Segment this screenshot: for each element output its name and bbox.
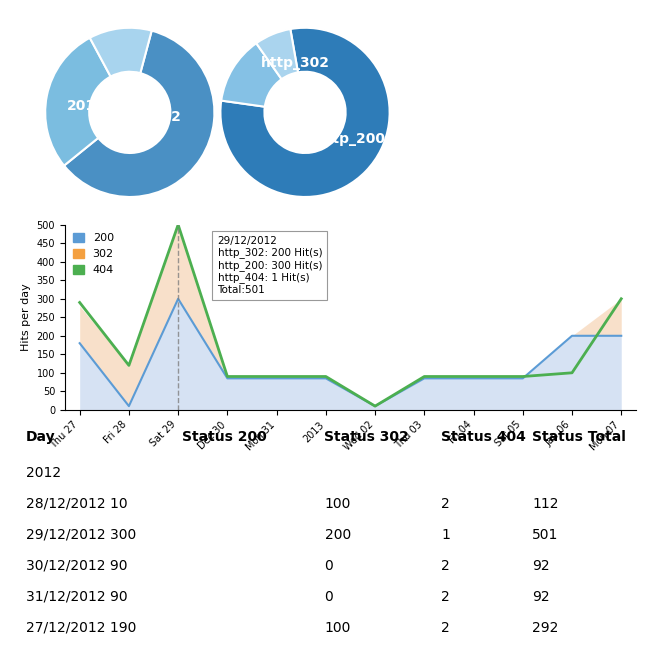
Text: Day: Day — [26, 430, 56, 444]
Y-axis label: Hits per day: Hits per day — [21, 284, 31, 351]
Legend: 200, 302, 404: 200, 302, 404 — [71, 230, 116, 277]
Text: 2: 2 — [441, 497, 450, 511]
Text: Status 404: Status 404 — [441, 430, 526, 444]
Text: Status 200: Status 200 — [182, 430, 267, 444]
Text: Status Total: Status Total — [532, 430, 626, 444]
Text: 100: 100 — [324, 621, 351, 635]
Text: 30/12/2012 90: 30/12/2012 90 — [26, 559, 127, 572]
Text: 31/12/2012 90: 31/12/2012 90 — [26, 590, 128, 603]
Text: 28/12/2012 10: 28/12/2012 10 — [26, 497, 128, 511]
Text: 92: 92 — [532, 559, 550, 572]
Text: 1: 1 — [441, 527, 450, 542]
Text: 501: 501 — [532, 527, 559, 542]
Text: 292: 292 — [532, 621, 559, 635]
Text: 2: 2 — [441, 621, 450, 635]
Text: 200: 200 — [324, 527, 350, 542]
Text: 100: 100 — [324, 497, 351, 511]
Text: http_200: http_200 — [317, 132, 386, 147]
Wedge shape — [64, 30, 214, 197]
Text: 0: 0 — [324, 559, 333, 572]
Wedge shape — [90, 28, 152, 77]
Text: 2: 2 — [441, 590, 450, 603]
Wedge shape — [45, 38, 110, 166]
Text: 2012: 2012 — [143, 110, 181, 124]
Text: 27/12/2012 190: 27/12/2012 190 — [26, 621, 136, 635]
Text: 112: 112 — [532, 497, 559, 511]
Text: 29/12/2012 300: 29/12/2012 300 — [26, 527, 136, 542]
Wedge shape — [221, 43, 282, 106]
Wedge shape — [221, 28, 389, 197]
Text: Status 302: Status 302 — [324, 430, 410, 444]
Text: 92: 92 — [532, 590, 550, 603]
Text: 2013: 2013 — [66, 98, 105, 112]
Text: 2012: 2012 — [26, 466, 61, 480]
Wedge shape — [256, 29, 298, 79]
Text: 29/12/2012
http_302: 200 Hit(s)
http_200: 300 Hit(s)
http_404: 1 Hit(s)
Total:50: 29/12/2012 http_302: 200 Hit(s) http_200… — [217, 236, 322, 295]
Text: 0: 0 — [324, 590, 333, 603]
Text: 2: 2 — [441, 559, 450, 572]
Text: http_302: http_302 — [260, 56, 330, 70]
